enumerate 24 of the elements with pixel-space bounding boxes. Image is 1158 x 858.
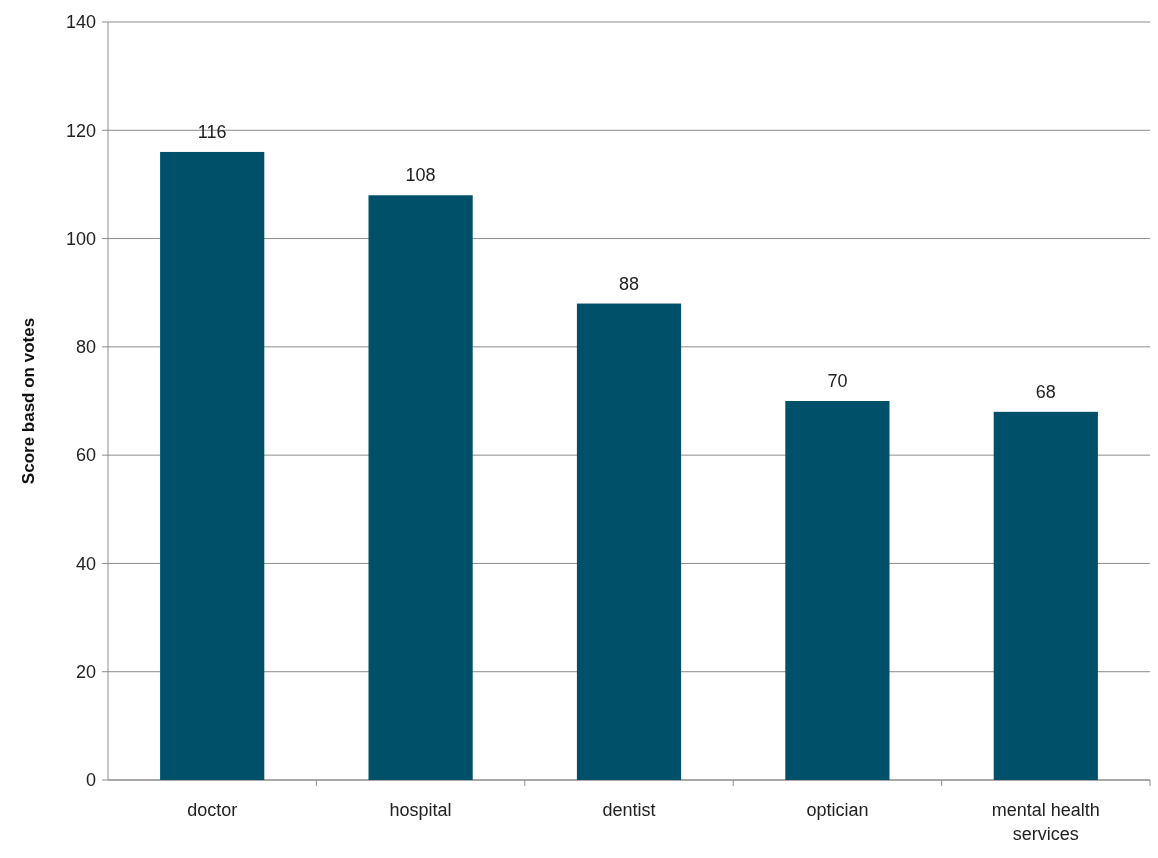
y-axis-title: Score basd on votes (19, 317, 38, 485)
data-label: 108 (405, 165, 436, 186)
x-tick-label: mental health services (991, 800, 1100, 844)
data-label: 70 (827, 371, 848, 391)
y-tick-label: 60 (75, 445, 96, 466)
bar (368, 195, 473, 780)
data-label: 88 (618, 273, 640, 294)
y-tick-label: 100 (65, 228, 96, 249)
bar (576, 303, 682, 780)
y-tick-label: 120 (65, 120, 96, 141)
x-tick-label: optician (806, 800, 869, 820)
bar (160, 151, 265, 780)
data-label: 116 (197, 121, 227, 142)
y-tick-label: 20 (75, 662, 96, 683)
y-tick-label: 40 (75, 553, 96, 574)
x-tick-label: dentist (602, 800, 656, 820)
y-tick-label: 0 (85, 770, 96, 791)
data-label: 68 (1035, 381, 1056, 402)
x-tick-label: doctor (187, 800, 238, 820)
bar (785, 401, 890, 780)
x-tick-label: hospital (389, 800, 452, 820)
bar (993, 411, 1098, 780)
y-tick-label: 80 (75, 337, 96, 358)
y-tick-label: 140 (65, 12, 96, 33)
